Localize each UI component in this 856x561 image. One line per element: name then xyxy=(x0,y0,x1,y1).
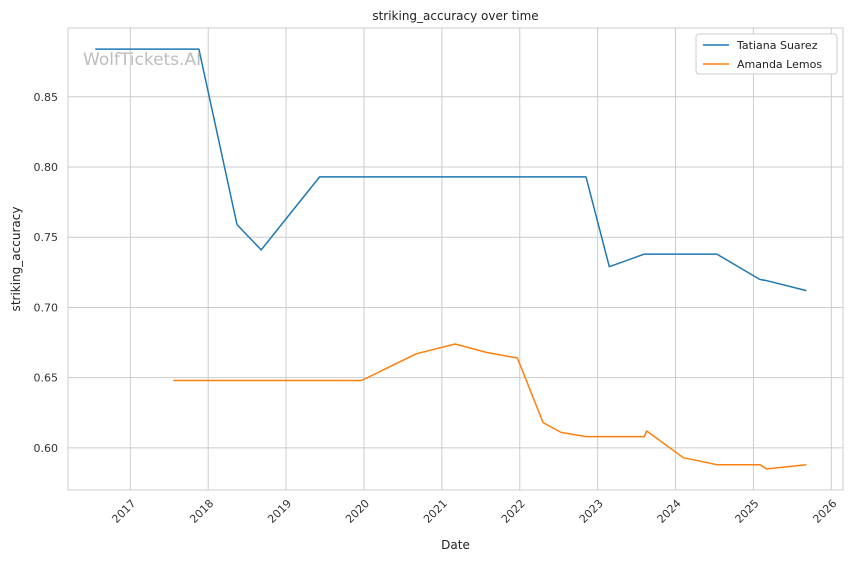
x-axis-ticks: 2017 2018 2019 2020 2021 2022 2023 2024 2025 2026 xyxy=(109,497,839,526)
x-tick-label: 2020 xyxy=(343,497,372,526)
legend-box xyxy=(695,33,838,75)
x-tick-label: 2025 xyxy=(733,497,762,526)
chart-title: striking_accuracy over time xyxy=(372,9,538,23)
y-tick-label: 0.85 xyxy=(34,91,59,104)
x-tick-label: 2017 xyxy=(109,497,138,526)
gridlines xyxy=(68,28,843,490)
y-axis-ticks: 0.60 0.65 0.70 0.75 0.80 0.85 xyxy=(34,91,59,455)
x-tick-label: 2021 xyxy=(421,497,450,526)
legend: Tatiana Suarez Amanda Lemos xyxy=(695,33,838,75)
x-tick-label: 2022 xyxy=(499,497,528,526)
x-tick-label: 2026 xyxy=(810,497,839,526)
series-line-amanda-lemos xyxy=(173,343,807,470)
x-axis-label: Date xyxy=(441,538,470,552)
y-tick-label: 0.70 xyxy=(34,301,59,314)
x-tick-label: 2023 xyxy=(577,497,606,526)
y-axis-label: striking_accuracy xyxy=(9,207,23,312)
watermark: WolfTickets.AI xyxy=(83,50,201,70)
x-tick-label: 2024 xyxy=(655,497,684,526)
x-tick-label: 2018 xyxy=(187,497,216,526)
legend-label-amanda-lemos: Amanda Lemos xyxy=(737,58,822,71)
y-tick-label: 0.65 xyxy=(34,372,59,385)
plot-area xyxy=(67,27,844,491)
y-tick-label: 0.80 xyxy=(34,161,59,174)
series-lines xyxy=(95,48,807,470)
y-tick-label: 0.75 xyxy=(34,231,59,244)
y-tick-label: 0.60 xyxy=(34,442,59,455)
x-tick-label: 2019 xyxy=(265,497,294,526)
series-line-tatiana-suarez xyxy=(95,48,807,292)
legend-label-tatiana-suarez: Tatiana Suarez xyxy=(736,39,818,52)
